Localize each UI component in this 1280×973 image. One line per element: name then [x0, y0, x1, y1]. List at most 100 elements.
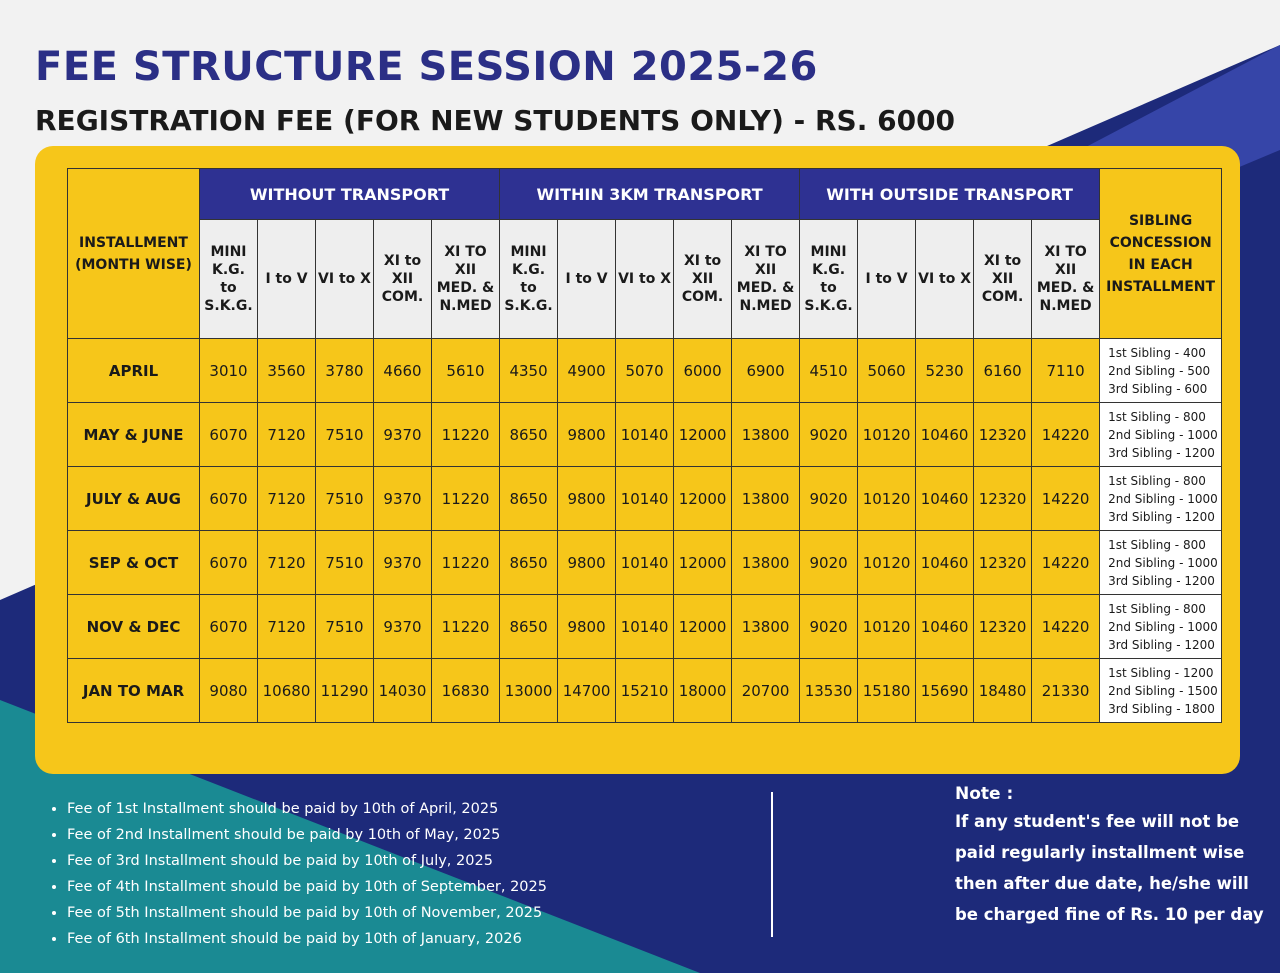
deadline: Fee of 3rd Installment should be paid by… [67, 848, 547, 874]
fee-cell: 9370 [373, 594, 432, 659]
fee-cell: 9020 [799, 594, 859, 659]
fee-cell: 20700 [731, 658, 801, 723]
fee-cell: 7120 [257, 530, 316, 595]
fee-cell: 9020 [799, 530, 859, 595]
concession-line: 3rd Sibling - 1200 [1108, 445, 1215, 460]
fee-cell: 13800 [731, 402, 801, 467]
fee-cell: 14220 [1031, 594, 1101, 659]
fee-cell: 7510 [315, 466, 374, 531]
column-header: MINI K.G. to S.K.G. [499, 219, 559, 339]
fee-cell: 10460 [915, 594, 975, 659]
fee-cell: 7110 [1031, 338, 1101, 403]
fee-cell: 10120 [857, 466, 917, 531]
fee-cell: 10460 [915, 466, 975, 531]
concession-cell: 1st Sibling - 800 2nd Sibling - 1000 3rd S… [1099, 402, 1223, 467]
fee-row: NOV & DEC 6070 7120 7510 9370 11220 8650 9800 10… [67, 594, 1223, 659]
fee-cell: 14220 [1031, 402, 1101, 467]
installment-label: JULY & AUG [67, 466, 200, 531]
fee-cell: 11220 [430, 466, 501, 531]
fee-cell: 9370 [373, 530, 432, 595]
concession-line: 2nd Sibling - 1000 [1108, 619, 1218, 634]
fee-cell: 9080 [199, 658, 258, 723]
concession-line: 2nd Sibling - 1000 [1108, 491, 1218, 506]
fee-panel: INSTALLMENT (MONTH WISE) WITHOUT TRANSPOR… [35, 146, 1240, 774]
column-header: MINI K.G. to S.K.G. [199, 219, 258, 339]
fee-table: INSTALLMENT (MONTH WISE) WITHOUT TRANSPOR… [67, 168, 1223, 723]
fee-cell: 4510 [799, 338, 859, 403]
installment-label: NOV & DEC [67, 594, 200, 659]
fee-cell: 12320 [973, 402, 1033, 467]
fee-cell: 10120 [857, 530, 917, 595]
fee-cell: 7510 [315, 530, 374, 595]
fee-cell: 3560 [257, 338, 316, 403]
installment-label: SEP & OCT [67, 530, 200, 595]
fee-cell: 6160 [973, 338, 1033, 403]
fee-cell: 11220 [430, 594, 501, 659]
note-title: Note : [955, 784, 1014, 804]
fee-cell: 9800 [557, 530, 617, 595]
fee-cell: 6070 [199, 466, 258, 531]
title: FEE STRUCTURE SESSION 2025-26 [35, 44, 818, 90]
concession-line: 1st Sibling - 400 [1108, 345, 1206, 360]
fee-cell: 11220 [430, 530, 501, 595]
fee-cell: 12000 [673, 466, 733, 531]
divider [771, 792, 773, 937]
subtitle: REGISTRATION FEE (FOR NEW STUDENTS ONLY)… [35, 104, 956, 137]
fee-cell: 6900 [731, 338, 801, 403]
fee-cell: 9800 [557, 466, 617, 531]
fee-cell: 9800 [557, 594, 617, 659]
fee-cell: 8650 [499, 530, 559, 595]
fee-cell: 10140 [615, 530, 675, 595]
column-header: XI to XII COM. [973, 219, 1033, 339]
fee-cell: 9020 [799, 466, 859, 531]
fee-cell: 6070 [199, 530, 258, 595]
deadline: Fee of 6th Installment should be paid by… [67, 926, 547, 952]
deadline: Fee of 2nd Installment should be paid by… [67, 822, 547, 848]
fee-cell: 8650 [499, 466, 559, 531]
fee-cell: 12320 [973, 594, 1033, 659]
fee-cell: 10120 [857, 402, 917, 467]
concession-line: 2nd Sibling - 500 [1108, 363, 1211, 378]
fee-cell: 18000 [673, 658, 733, 723]
fee-cell: 5610 [430, 338, 501, 403]
concession-cell: 1st Sibling - 800 2nd Sibling - 1000 3rd S… [1099, 530, 1223, 595]
column-header: I to V [557, 219, 617, 339]
fee-cell: 5070 [615, 338, 675, 403]
concession-cell: 1st Sibling - 1200 2nd Sibling - 1500 3rd … [1099, 658, 1223, 723]
deadline: Fee of 1st Installment should be paid by… [67, 796, 547, 822]
fee-cell: 15690 [915, 658, 975, 723]
fee-cell: 3780 [315, 338, 374, 403]
concession-line: 2nd Sibling - 1000 [1108, 555, 1218, 570]
fee-cell: 5060 [857, 338, 917, 403]
fee-cell: 6070 [199, 402, 258, 467]
fee-cell: 21330 [1031, 658, 1101, 723]
fee-cell: 10460 [915, 530, 975, 595]
fee-cell: 13530 [799, 658, 859, 723]
fee-cell: 14030 [373, 658, 432, 723]
group-header: WITHOUT TRANSPORT [198, 168, 501, 220]
fee-cell: 10140 [615, 594, 675, 659]
fee-cell: 9370 [373, 466, 432, 531]
fee-cell: 10680 [257, 658, 316, 723]
fee-row: APRIL 3010 3560 3780 4660 5610 4350 4900 5070 600… [67, 338, 1223, 403]
fee-cell: 9800 [557, 402, 617, 467]
fee-cell: 10140 [615, 466, 675, 531]
fee-cell: 13800 [731, 594, 801, 659]
column-header: VI to X [915, 219, 975, 339]
fee-cell: 12320 [973, 466, 1033, 531]
fee-cell: 7510 [315, 594, 374, 659]
fee-cell: 13800 [731, 530, 801, 595]
column-header: XI TO XII MED. & N.MED [1031, 219, 1101, 339]
concession-line: 1st Sibling - 800 [1108, 473, 1206, 488]
fee-row: SEP & OCT 6070 7120 7510 9370 11220 8650 9800 10… [67, 530, 1223, 595]
fee-cell: 4660 [373, 338, 432, 403]
fee-cell: 11290 [315, 658, 374, 723]
row-header: INSTALLMENT (MONTH WISE) [67, 168, 200, 339]
fee-cell: 12000 [673, 594, 733, 659]
fee-cell: 13000 [499, 658, 559, 723]
column-row: MINI K.G. to S.K.G. I to V VI to X XI to XI… [68, 219, 1222, 339]
concession-line: 1st Sibling - 1200 [1108, 665, 1214, 680]
installment-label: JAN TO MAR [67, 658, 200, 723]
fee-cell: 10460 [915, 402, 975, 467]
